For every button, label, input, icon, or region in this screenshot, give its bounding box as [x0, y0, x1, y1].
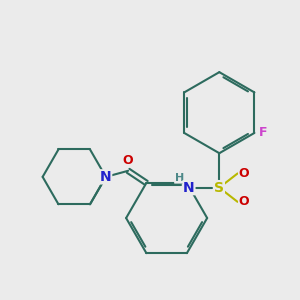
Text: O: O — [123, 154, 134, 166]
Text: N: N — [183, 181, 195, 195]
Text: S: S — [214, 181, 224, 195]
Text: O: O — [238, 167, 249, 180]
Text: O: O — [238, 195, 249, 208]
Text: H: H — [175, 173, 184, 183]
Text: F: F — [259, 126, 267, 140]
Text: N: N — [100, 170, 112, 184]
